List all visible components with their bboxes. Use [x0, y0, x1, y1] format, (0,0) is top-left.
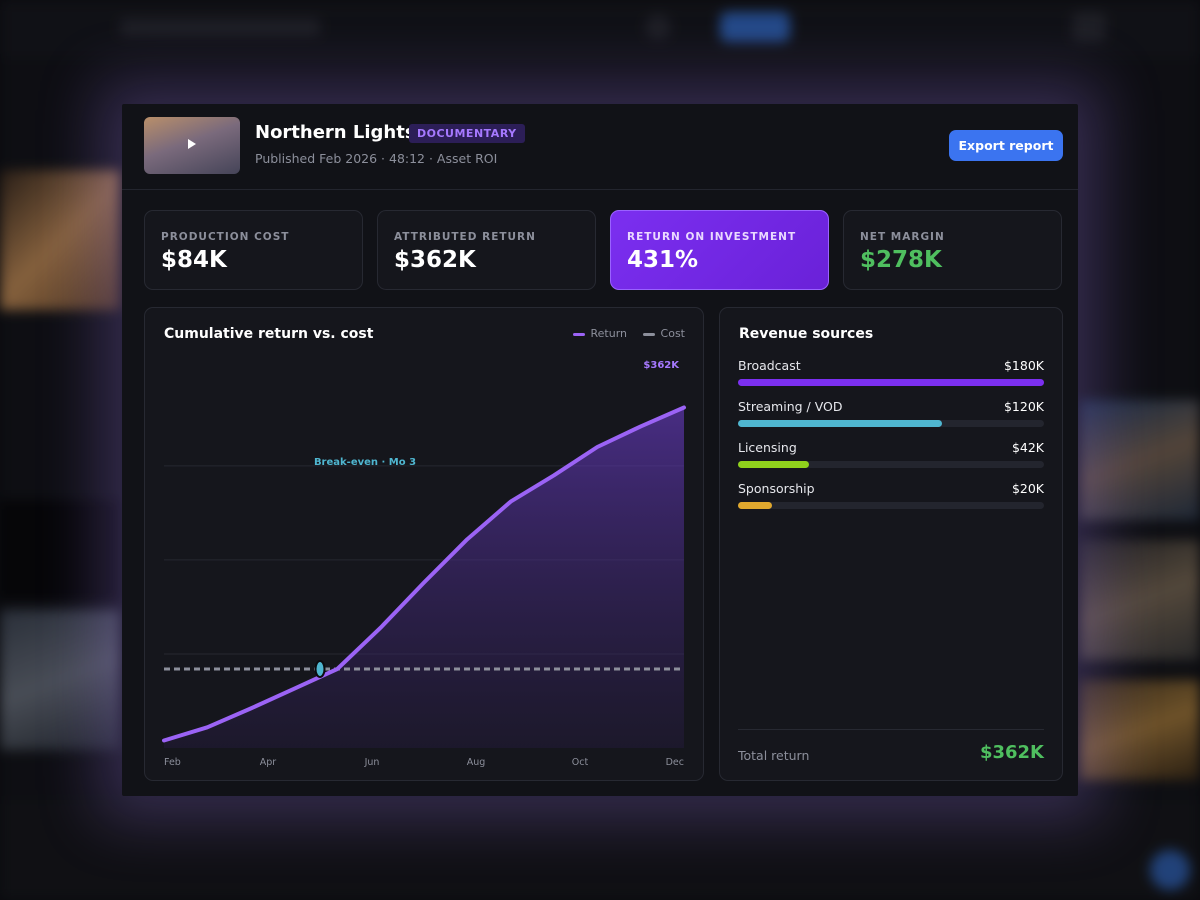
- kpi-attributed-return: ATTRIBUTED RETURN $362K: [377, 210, 596, 290]
- legend-swatch-cost: [642, 332, 655, 336]
- source-name: Streaming / VOD: [738, 399, 843, 414]
- background-avatar: [1072, 12, 1106, 42]
- legend-return: Return: [572, 327, 628, 340]
- background-thumbnail: [0, 500, 120, 600]
- x-tick-label: Oct: [572, 757, 589, 768]
- source-bar-track: [738, 461, 1044, 468]
- background-title: [120, 18, 320, 36]
- source-bar-fill: [738, 379, 1044, 386]
- category-badge: DOCUMENTARY: [409, 124, 525, 143]
- source-bar-fill: [738, 420, 942, 427]
- source-bar-track: [738, 379, 1044, 386]
- kpi-label: PRODUCTION COST: [161, 231, 290, 243]
- x-tick-label: Aug: [467, 757, 486, 768]
- kpi-net-margin: NET MARGIN $278K: [843, 210, 1062, 290]
- source-bar-fill: [738, 502, 772, 509]
- breakeven-marker: [314, 660, 326, 678]
- total-divider: [738, 729, 1044, 730]
- end-value-label: $362K: [643, 360, 680, 371]
- cumulative-chart-panel: Break-even · Mo 3 $362K Feb Apr Jun Aug Oct Dec…: [144, 307, 704, 781]
- revenue-sources-panel: Revenue sources Broadcast $180K Streamin…: [719, 307, 1063, 781]
- kpi-value: $362K: [394, 247, 476, 273]
- source-value: $20K: [1011, 481, 1044, 496]
- x-tick-label: Jun: [364, 757, 380, 768]
- kpi-label: RETURN ON INVESTMENT: [627, 231, 797, 243]
- source-value: $120K: [1003, 399, 1044, 414]
- background-thumbnail: [1080, 540, 1200, 660]
- source-value: $42K: [1011, 440, 1044, 455]
- modal-header: Northern Lights DOCUMENTARY Published Fe…: [122, 104, 1078, 190]
- source-name: Licensing: [738, 440, 797, 455]
- return-line: [162, 405, 686, 743]
- video-thumbnail[interactable]: [144, 117, 240, 174]
- total-return-value: $362K: [979, 742, 1044, 763]
- kpi-production-cost: PRODUCTION COST $84K: [144, 210, 363, 290]
- total-return-label: Total return: [738, 748, 810, 763]
- source-bar-track: [738, 420, 1044, 427]
- x-tick-label: Dec: [666, 757, 684, 768]
- source-row-streaming: Streaming / VOD $120K: [738, 399, 1044, 429]
- kpi-value: 431%: [627, 247, 699, 273]
- kpi-return-on-investment: RETURN ON INVESTMENT 431%: [610, 210, 829, 290]
- asset-title: Northern Lights: [255, 122, 416, 143]
- kpi-value: $278K: [860, 247, 942, 273]
- background-icon: [645, 14, 671, 40]
- background-thumbnail: [1080, 680, 1200, 780]
- legend-return-label: Return: [590, 327, 628, 340]
- background-thumbnail: [1080, 400, 1200, 520]
- export-report-button[interactable]: Export report: [949, 130, 1063, 161]
- source-name: Sponsorship: [738, 481, 815, 496]
- background-footer: [0, 800, 1200, 900]
- legend-cost: Cost: [642, 327, 685, 340]
- source-row-sponsorship: Sponsorship $20K: [738, 481, 1044, 511]
- background-thumbnail: [0, 610, 120, 750]
- source-name: Broadcast: [738, 358, 801, 373]
- background-thumbnail: [0, 170, 120, 310]
- return-area: [164, 407, 684, 748]
- legend-cost-label: Cost: [660, 327, 685, 340]
- source-row-licensing: Licensing $42K: [738, 440, 1044, 470]
- breakeven-annotation: Break-even · Mo 3: [314, 457, 416, 468]
- asset-roi-modal: Northern Lights DOCUMENTARY Published Fe…: [122, 104, 1078, 796]
- background-button: [720, 12, 790, 42]
- x-tick-label: Apr: [260, 757, 277, 768]
- x-tick-label: Feb: [164, 757, 181, 768]
- source-bar-fill: [738, 461, 810, 468]
- asset-meta: Published Feb 2026 · 48:12 · Asset ROI: [255, 151, 498, 166]
- kpi-label: ATTRIBUTED RETURN: [394, 231, 536, 243]
- source-bar-track: [738, 502, 1044, 509]
- play-icon[interactable]: [188, 139, 196, 149]
- source-value: $180K: [1003, 358, 1044, 373]
- background-fab: [1150, 850, 1190, 890]
- source-row-broadcast: Broadcast $180K: [738, 358, 1044, 388]
- chart-legend: Return Cost: [561, 327, 685, 340]
- chart-title: Cumulative return vs. cost: [164, 326, 374, 342]
- sources-title: Revenue sources: [739, 326, 874, 342]
- cumulative-chart: Break-even · Mo 3 $362K Feb Apr Jun Aug Oct Dec: [162, 360, 686, 768]
- legend-swatch-return: [572, 332, 585, 336]
- kpi-value: $84K: [161, 247, 227, 273]
- kpi-label: NET MARGIN: [860, 231, 945, 243]
